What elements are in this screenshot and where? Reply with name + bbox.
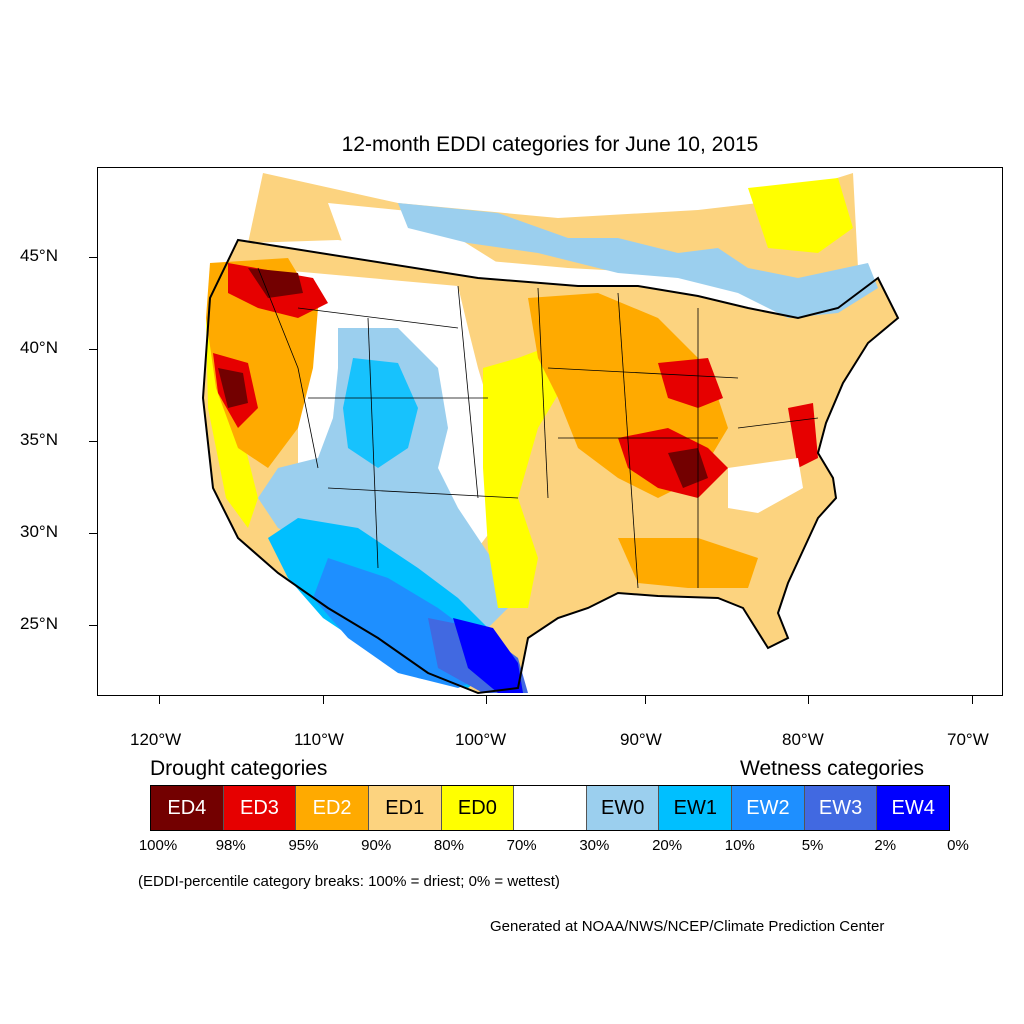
drought-heading: Drought categories xyxy=(150,757,328,780)
legend-category-ed0: ED0 xyxy=(441,786,515,830)
wet-canada-ew0 xyxy=(398,203,878,318)
wetness-heading: Wetness categories xyxy=(740,757,925,780)
lat-label: 35°N xyxy=(20,430,58,449)
lat-label: 30°N xyxy=(20,522,58,541)
us-outline xyxy=(201,238,900,695)
legend-category-ew2: EW2 xyxy=(732,786,805,830)
lat-tick xyxy=(89,257,97,258)
legend-category-ew1: EW1 xyxy=(659,786,733,830)
dry-southeast-ed2 xyxy=(618,538,758,588)
lon-tick xyxy=(972,696,973,704)
lon-tick xyxy=(808,696,809,704)
legend-category-ed4: ED4 xyxy=(151,786,224,830)
dry-canada-ed0 xyxy=(748,178,853,253)
percentile-break-label: 98% xyxy=(215,837,246,854)
percentile-break-label: 100% xyxy=(138,837,178,854)
percentile-break-label: 70% xyxy=(506,837,537,854)
lon-label: 90°W xyxy=(620,730,662,749)
legend-category-normal xyxy=(514,786,587,830)
map-title: 12-month EDDI categories for June 10, 20… xyxy=(341,133,759,156)
percentile-break-label: 5% xyxy=(801,837,824,854)
lon-label: 120°W xyxy=(130,730,182,749)
wet-west-ew0 xyxy=(258,328,508,638)
lon-label: 70°W xyxy=(947,730,989,749)
category-note: (EDDI-percentile category breaks: 100% =… xyxy=(138,873,560,890)
dry-idaho-ed4 xyxy=(248,268,303,298)
lon-tick xyxy=(645,696,646,704)
lat-label: 25°N xyxy=(20,614,58,633)
lat-tick xyxy=(89,625,97,626)
legend-category-ew4: EW4 xyxy=(877,786,950,830)
percentile-break-label: 0% xyxy=(947,837,969,854)
percentile-break-label: 80% xyxy=(433,837,464,854)
lon-tick xyxy=(323,696,324,704)
wet-texas-ew4 xyxy=(453,618,523,693)
lon-label: 80°W xyxy=(782,730,824,749)
legend-color-bar: ED4 ED3 ED2 ED1 ED0 EW0 EW1 EW2 EW3 EW4 xyxy=(150,785,950,831)
legend-category-ed1: ED1 xyxy=(368,786,442,830)
eddi-map xyxy=(201,173,900,695)
dry-nevada-ed4 xyxy=(218,368,248,408)
percentile-break-label: 2% xyxy=(874,837,897,854)
lat-label: 40°N xyxy=(20,338,58,357)
lat-label: 45°N xyxy=(20,246,58,265)
lat-tick xyxy=(89,349,97,350)
wet-rockies-ew1 xyxy=(343,358,418,468)
lon-tick xyxy=(486,696,487,704)
lon-tick xyxy=(159,696,160,704)
percentile-break-label: 30% xyxy=(579,837,610,854)
lon-label: 100°W xyxy=(455,730,507,749)
dry-michigan-ed3 xyxy=(658,358,723,408)
legend-category-ew3: EW3 xyxy=(804,786,878,830)
percentile-break-label: 20% xyxy=(652,837,683,854)
credit-line: Generated at NOAA/NWS/NCEP/Climate Predi… xyxy=(490,918,885,935)
normal-region-canada xyxy=(328,203,498,268)
legend-category-ed3: ED3 xyxy=(223,786,297,830)
percentile-break-label: 95% xyxy=(288,837,319,854)
lat-tick xyxy=(89,441,97,442)
lat-tick xyxy=(89,533,97,534)
legend-category-ed2: ED2 xyxy=(296,786,369,830)
map-panel xyxy=(97,167,1003,696)
legend-category-ew0: EW0 xyxy=(586,786,660,830)
dry-plains-ed0 xyxy=(483,343,568,608)
boundary-lines xyxy=(201,238,900,695)
percentile-break-label: 90% xyxy=(361,837,392,854)
percentile-break-label: 10% xyxy=(724,837,755,854)
normal-appalachia xyxy=(728,458,803,513)
lon-label: 110°W xyxy=(294,730,344,749)
